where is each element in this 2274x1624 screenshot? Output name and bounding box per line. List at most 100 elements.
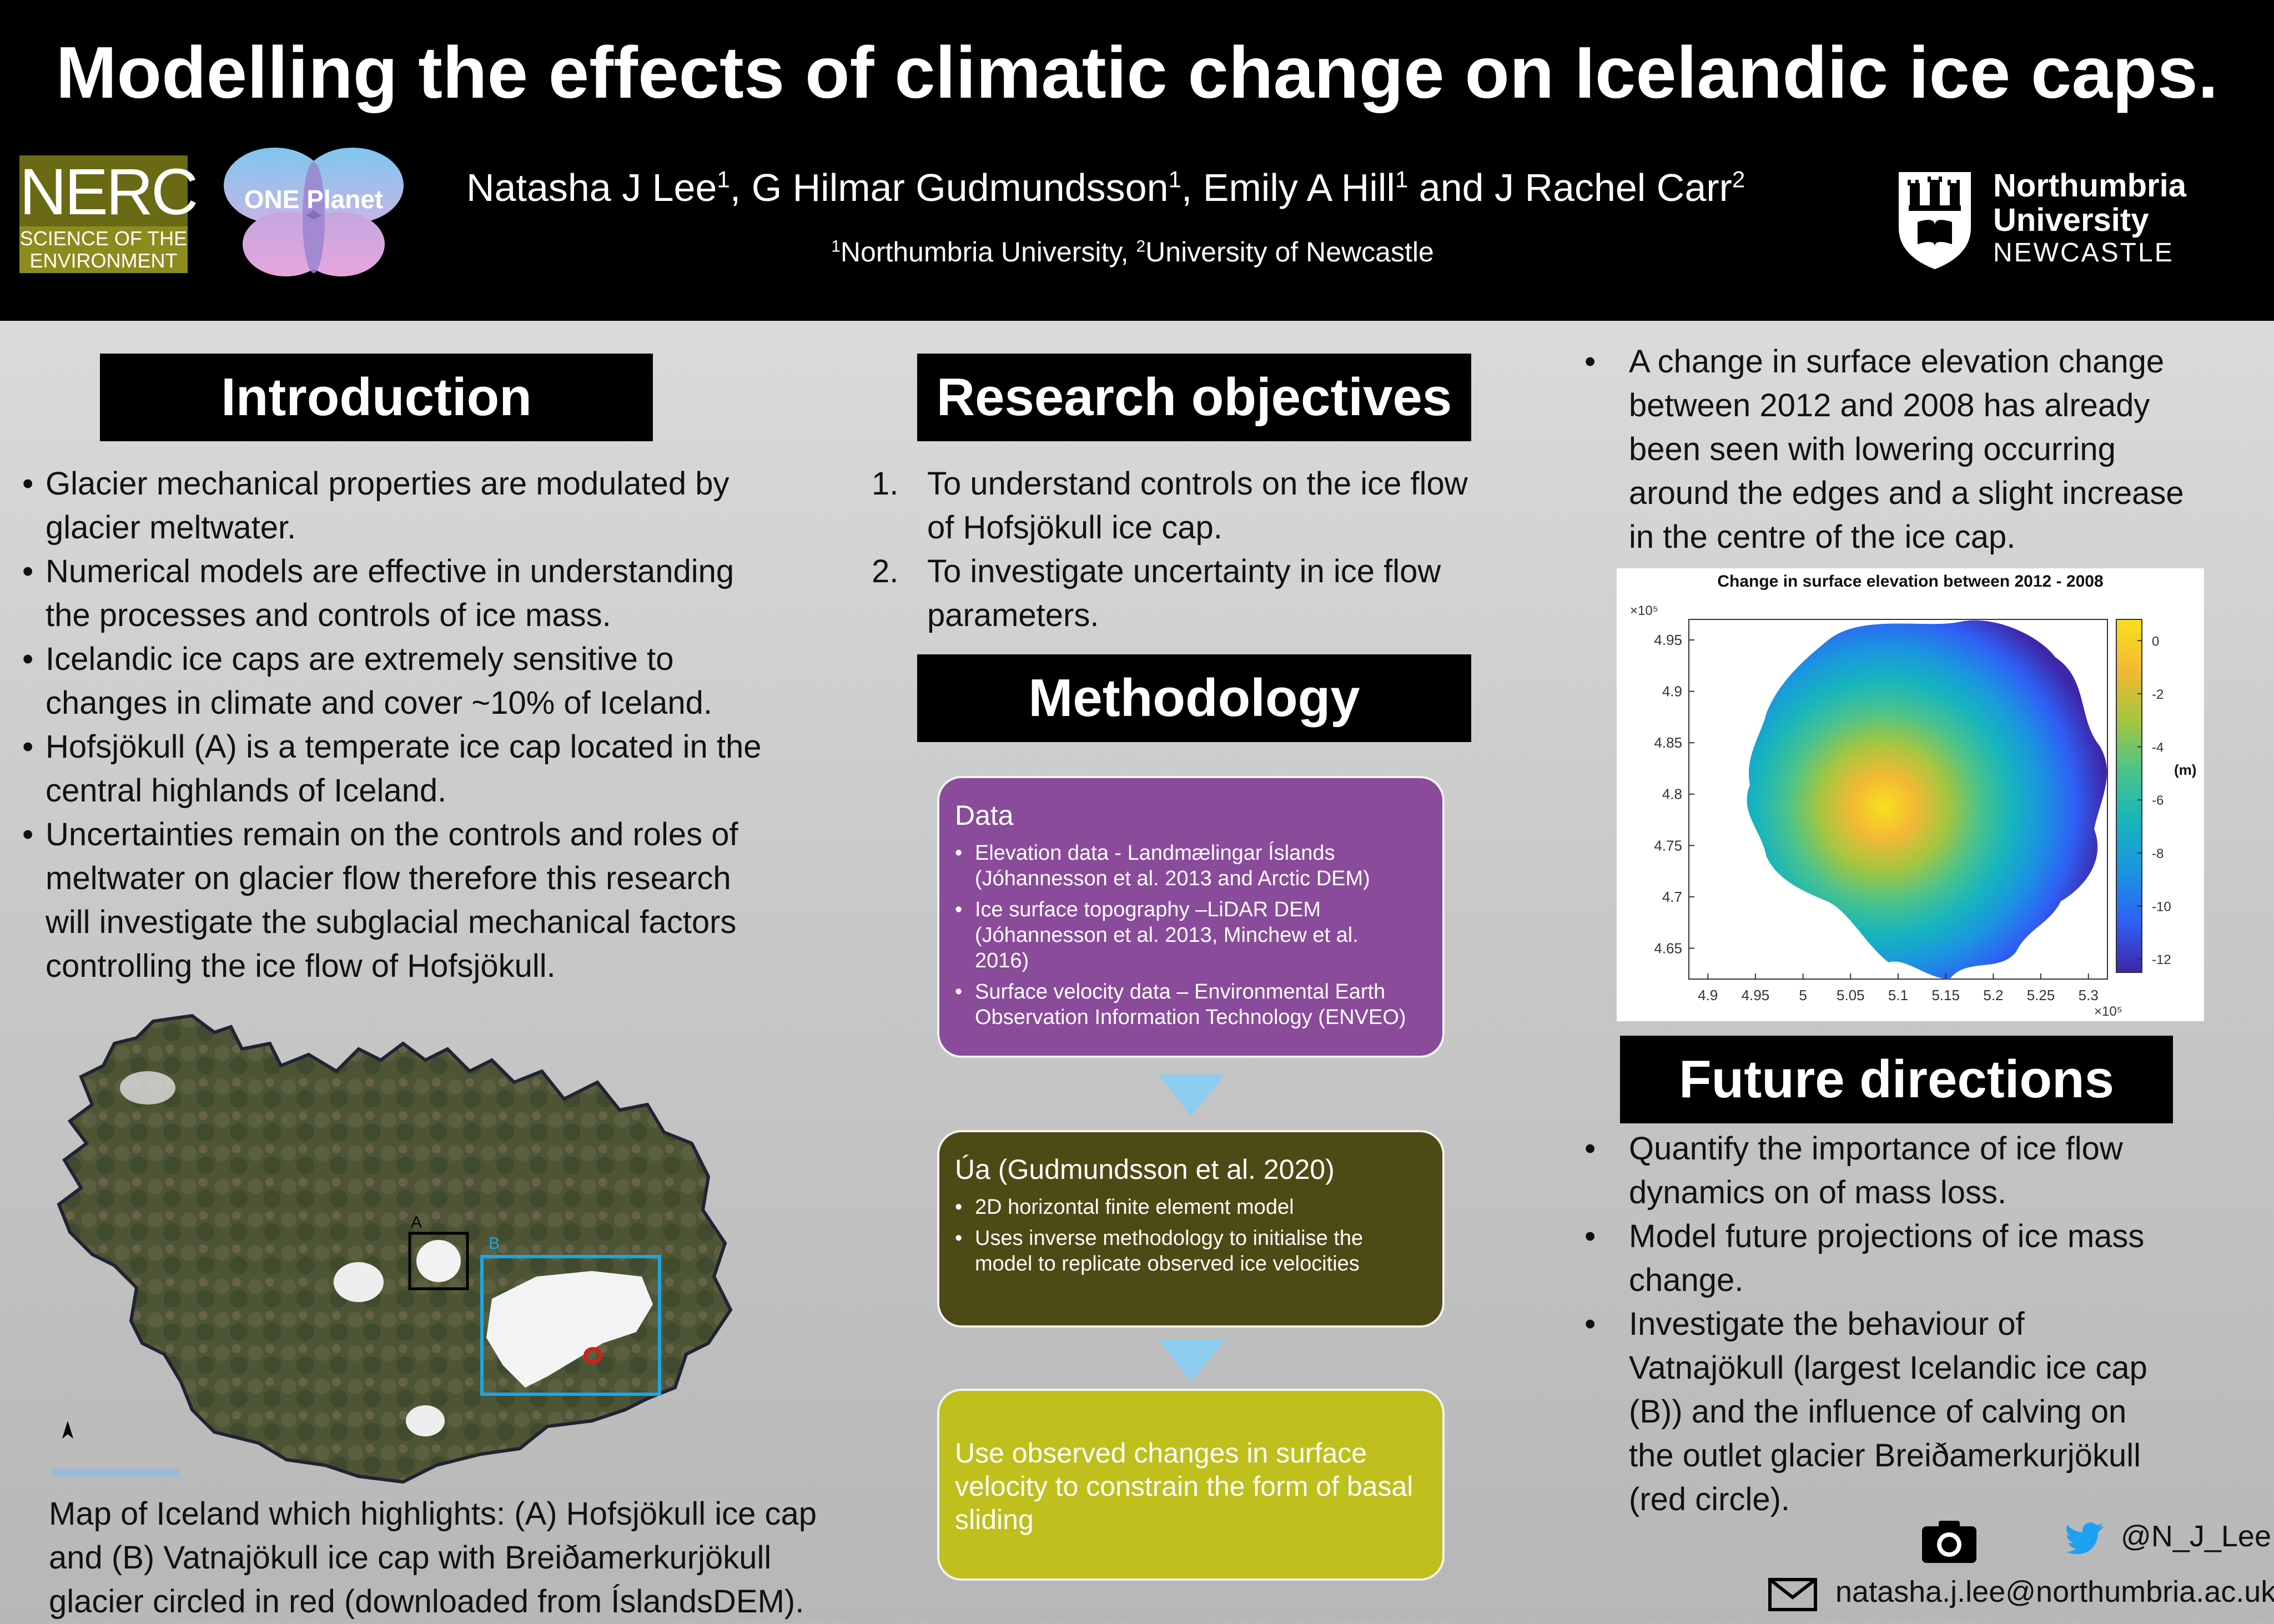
label-a: A	[411, 1213, 422, 1232]
glacier-south	[406, 1405, 445, 1436]
model-box-title: Úa (Gudmundsson et al. 2020)	[955, 1154, 1335, 1185]
objective-number: 1.	[872, 466, 899, 502]
colorbar-tick-label: -12	[2152, 952, 2171, 967]
north-arrow-icon	[62, 1421, 73, 1439]
author-name: J Rachel Carr	[1495, 166, 1732, 209]
nerc-tagline-line1: SCIENCE OF THE	[19, 227, 188, 250]
y-tick-label: 4.95	[1654, 632, 1682, 648]
data-source-item: Elevation data - Landmælingar Íslands(Jó…	[955, 840, 1427, 891]
data-box-title: Data	[955, 800, 1014, 831]
author-affiliation-number: 2	[1732, 166, 1745, 193]
author-list: Natasha J Lee1, G Hilmar Gudmundsson1, E…	[466, 166, 1745, 209]
hofsjokull-ice-cap	[416, 1240, 461, 1282]
uni-name-line1: Northumbria	[1993, 168, 2186, 204]
one-planet-wordmark: ONE Planet	[244, 185, 384, 214]
x-tick-label: 5.1	[1888, 987, 1908, 1003]
uni-name-line3: NEWCASTLE	[1993, 238, 2174, 268]
chart-canvas: 4.9 4.95 5 5.05 5.1 5.15 5.2 5.25 5.3 4.95 4.9 4.85…	[1630, 603, 2196, 1019]
box-a	[408, 1232, 469, 1290]
introduction-bullet: Numerical models are effective in unders…	[22, 549, 855, 637]
objective-number: 2.	[872, 553, 899, 589]
poster-title: Modelling the effects of climatic change…	[56, 32, 2218, 113]
model-box: Úa (Gudmundsson et al. 2020) 2D horizont…	[937, 1130, 1445, 1328]
colorbar-unit-label: (m)	[2174, 761, 2196, 778]
nerc-logo: NERC SCIENCE OF THE ENVIRONMENT	[19, 155, 198, 273]
elevation-change-chart: Change in surface elevation between 2012…	[1617, 568, 2204, 1021]
author-affiliation-number: 1	[1168, 166, 1181, 193]
y-tick-label: 4.7	[1662, 889, 1682, 905]
y-tick-label: 4.85	[1654, 734, 1682, 751]
affiliation-number: 1	[831, 237, 841, 256]
northumbria-crest-icon	[1899, 172, 1971, 269]
x-tick-label: 4.9	[1698, 987, 1718, 1003]
nerc-logo-wordmark: NERC	[19, 155, 198, 229]
author-name: G Hilmar Gudmundsson	[751, 166, 1169, 209]
twitter-icon[interactable]	[2066, 1522, 2105, 1554]
author-name: Emily A Hill	[1203, 166, 1395, 209]
glacier-northwest	[120, 1071, 175, 1104]
colorbar	[2116, 619, 2142, 973]
map-caption: Map of Iceland which highlights: (A) Hof…	[49, 1496, 817, 1620]
email-address[interactable]: natasha.j.lee@northumbria.ac.uk	[1835, 1575, 2274, 1608]
x-tick-label: 5.15	[1931, 987, 1960, 1003]
iceland-map: A B	[52, 1013, 733, 1484]
author-name: Natasha J Lee	[466, 166, 717, 209]
data-box: Data Elevation data - Landmælingar Íslan…	[937, 776, 1445, 1058]
twitter-handle[interactable]: @N_J_Lee	[2121, 1520, 2271, 1553]
introduction-bullets: Glacier mechanical properties are modula…	[22, 462, 855, 988]
model-box-list: 2D horizontal finite element model Uses i…	[955, 1194, 1427, 1277]
camera-icon	[1922, 1521, 1976, 1563]
future-bullet: Model future projections of ice masschan…	[1584, 1214, 2251, 1302]
butterfly-icon	[224, 148, 404, 276]
y-tick-label: 4.9	[1662, 683, 1682, 700]
x-tick-label: 5.3	[2079, 987, 2099, 1003]
x-tick-label: 5.25	[2027, 987, 2055, 1003]
data-source-item: Ice surface topography –LiDAR DEM(Jóhann…	[955, 897, 1427, 974]
future-heading: Future directions	[1620, 1036, 2173, 1123]
x-tick-label: 5.2	[1983, 987, 2003, 1003]
x-tick-label: 5.05	[1837, 987, 1865, 1003]
future-bullet: Quantify the importance of ice flowdynam…	[1584, 1127, 2251, 1214]
breidamerkurjokull-circle	[583, 1347, 602, 1364]
x-exponent-label: ×10⁵	[2094, 1004, 2122, 1019]
affiliation-number: 2	[1136, 237, 1146, 256]
nerc-tagline-line2: ENVIRONMENT	[29, 249, 178, 272]
scale-bar	[52, 1469, 179, 1476]
email-icon	[1768, 1578, 1817, 1611]
objectives-list: 1. To understand controls on the ice flow…	[872, 462, 1516, 637]
down-arrow-icon	[1158, 1075, 1225, 1117]
y-tick-label: 4.75	[1654, 837, 1682, 854]
chart-title: Change in surface elevation between 2012…	[1717, 572, 2104, 591]
colorbar-tick-label: -4	[2152, 740, 2164, 755]
objective-item: 1. To understand controls on the ice flow…	[872, 462, 1516, 549]
model-item: 2D horizontal finite element model	[955, 1194, 1427, 1220]
down-arrow-icon	[1158, 1340, 1225, 1382]
introduction-bullet: Glacier mechanical properties are modula…	[22, 462, 855, 549]
colorbar-tick-label: 0	[2152, 634, 2159, 649]
sliding-box-text: Use observed changes in surface velocity …	[955, 1438, 1413, 1535]
poster-header: Modelling the effects of climatic change…	[0, 0, 2274, 321]
northumbria-wordmark: Northumbria University NEWCASTLE	[1993, 169, 2186, 269]
model-item: Uses inverse methodology to initialise t…	[955, 1225, 1427, 1277]
colorbar-tick-label: -6	[2152, 793, 2164, 808]
nerc-logo-tagline: SCIENCE OF THE ENVIRONMENT	[19, 226, 188, 273]
methodology-heading: Methodology	[917, 654, 1471, 742]
data-source-item: Surface velocity data – Environmental Ea…	[955, 979, 1427, 1030]
author-affiliation-number: 1	[1395, 166, 1408, 193]
colorbar-tick-label: -2	[2152, 687, 2164, 702]
results-bullets: A change in surface elevation changebetw…	[1584, 340, 2251, 559]
affiliation-name: Northumbria University	[840, 236, 1121, 268]
x-tick-label: 5	[1799, 987, 1807, 1003]
y-tick-label: 4.8	[1662, 786, 1682, 803]
x-tick-label: 4.95	[1742, 987, 1770, 1003]
box-b	[480, 1255, 661, 1396]
data-box-list: Elevation data - Landmælingar Íslands(Jó…	[955, 840, 1427, 1030]
future-bullet: Investigate the behaviour ofVatnajökull …	[1584, 1302, 2251, 1521]
introduction-bullet: Uncertainties remain on the controls and…	[22, 813, 855, 988]
future-bullets: Quantify the importance of ice flowdynam…	[1584, 1127, 2251, 1521]
affiliation-name: University of Newcastle	[1145, 236, 1434, 268]
colorbar-tick-label: -10	[2152, 899, 2171, 914]
introduction-heading: Introduction	[100, 354, 653, 441]
one-planet-logo: ONE Planet	[222, 145, 405, 279]
objectives-heading: Research objectives	[917, 354, 1471, 441]
